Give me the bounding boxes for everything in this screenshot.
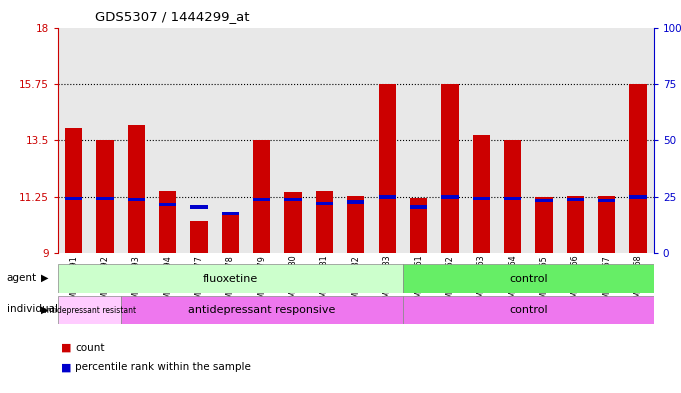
Bar bbox=[127, 198, 145, 201]
Bar bbox=[410, 198, 427, 253]
Text: antidepressant resistant: antidepressant resistant bbox=[42, 306, 136, 314]
Bar bbox=[121, 296, 403, 324]
Bar bbox=[58, 264, 403, 293]
Text: control: control bbox=[509, 305, 548, 315]
Text: count: count bbox=[75, 343, 104, 353]
Text: agent: agent bbox=[7, 273, 37, 283]
Bar bbox=[316, 202, 333, 205]
Bar bbox=[127, 125, 145, 253]
Text: ■: ■ bbox=[61, 343, 72, 353]
Bar bbox=[347, 196, 364, 253]
Bar bbox=[222, 212, 239, 215]
Bar bbox=[629, 195, 647, 198]
Bar bbox=[441, 84, 458, 253]
Text: individual: individual bbox=[7, 304, 58, 314]
Text: fluoxetine: fluoxetine bbox=[203, 274, 258, 284]
Bar bbox=[96, 196, 114, 200]
Bar bbox=[191, 221, 208, 253]
Bar bbox=[410, 206, 427, 209]
Bar bbox=[58, 296, 121, 324]
Bar bbox=[285, 198, 302, 201]
Bar bbox=[473, 136, 490, 253]
Text: GDS5307 / 1444299_at: GDS5307 / 1444299_at bbox=[95, 10, 250, 23]
Bar bbox=[159, 203, 176, 206]
Bar bbox=[535, 199, 552, 202]
Text: ▶: ▶ bbox=[41, 273, 48, 283]
Bar bbox=[96, 141, 114, 253]
Bar bbox=[285, 192, 302, 253]
Text: percentile rank within the sample: percentile rank within the sample bbox=[75, 362, 251, 373]
Bar bbox=[253, 198, 270, 201]
Text: ■: ■ bbox=[61, 362, 72, 373]
Bar bbox=[567, 196, 584, 253]
Bar bbox=[473, 196, 490, 200]
Bar bbox=[65, 196, 82, 200]
Bar bbox=[253, 141, 270, 253]
Bar bbox=[316, 191, 333, 253]
Bar bbox=[379, 195, 396, 198]
Text: antidepressant responsive: antidepressant responsive bbox=[188, 305, 336, 315]
Bar bbox=[598, 199, 616, 202]
Bar bbox=[403, 296, 654, 324]
Bar bbox=[65, 128, 82, 253]
Bar bbox=[567, 198, 584, 201]
Bar bbox=[441, 195, 458, 198]
Bar bbox=[403, 264, 654, 293]
Text: ▶: ▶ bbox=[41, 304, 48, 314]
Bar bbox=[535, 197, 552, 253]
Bar bbox=[222, 215, 239, 253]
Bar bbox=[629, 84, 647, 253]
Bar bbox=[598, 196, 616, 253]
Bar bbox=[504, 141, 521, 253]
Bar bbox=[504, 196, 521, 200]
Bar bbox=[347, 200, 364, 204]
Bar bbox=[159, 191, 176, 253]
Bar bbox=[379, 84, 396, 253]
Text: control: control bbox=[509, 274, 548, 284]
Bar bbox=[191, 206, 208, 209]
